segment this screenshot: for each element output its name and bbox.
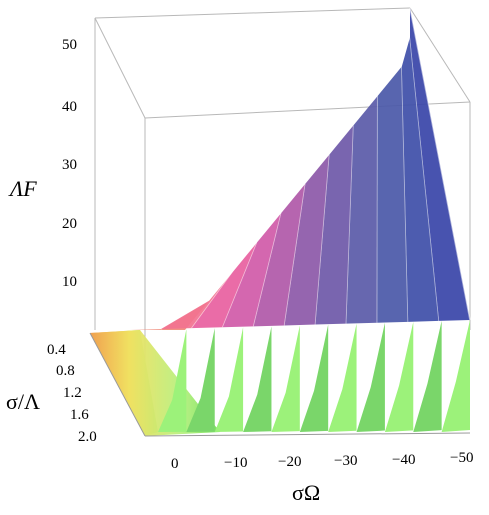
ridge-front: [243, 326, 272, 432]
z-axis: 50 40 30 20 10 ΛF: [8, 37, 77, 290]
ridge-face: [160, 271, 234, 330]
box-frame-front: [89, 332, 471, 437]
ridge-front: [214, 327, 244, 432]
x-tick: −30: [334, 453, 357, 469]
ridge-front: [271, 325, 300, 432]
z-tick: 50: [62, 37, 77, 53]
ridge-crest: [314, 154, 331, 325]
ridge-crest: [252, 212, 283, 327]
ridge-front: [441, 320, 470, 432]
floor-plane-front: [90, 330, 220, 436]
z-axis-label: ΛF: [8, 176, 37, 201]
ridges: [130, 7, 471, 330]
z-tick: 20: [62, 216, 77, 232]
z-tick: 30: [62, 157, 77, 173]
y-tick: 2.0: [78, 429, 97, 445]
z-tick: 40: [62, 99, 77, 115]
x-tick: −20: [278, 454, 301, 470]
x-tick: −10: [224, 455, 247, 471]
ridge-front: [328, 323, 357, 432]
x-tick: −40: [392, 452, 415, 468]
ridge-front: [158, 329, 187, 432]
z-tick: 10: [62, 274, 77, 290]
ridge-crest: [401, 66, 409, 322]
ridge-front: [356, 322, 385, 432]
ridge-face: [253, 183, 306, 327]
ridge-face: [191, 242, 258, 329]
y-tick: 1.6: [70, 407, 89, 423]
ridge-front: [186, 328, 215, 432]
x-tick: −50: [450, 450, 473, 466]
ridge-face: [401, 37, 440, 322]
x-axis-label: σΩ: [292, 480, 320, 505]
ridge-face: [222, 212, 282, 328]
ridge-face: [346, 95, 378, 324]
y-tick: 0.4: [47, 342, 66, 358]
box-frame-back: [94, 7, 471, 430]
y-axis: 0.4 0.8 1.2 1.6 2.0 σ/Λ: [6, 342, 97, 445]
ridge-front-faces: [158, 320, 470, 432]
ridge-crest: [409, 7, 471, 321]
ridge-face: [315, 125, 354, 325]
x-axis: 0 −10 −20 −30 −40 −50 σΩ: [171, 450, 473, 505]
ridge-face: [377, 66, 409, 323]
ridge-front: [384, 321, 414, 432]
ridge-front: [413, 320, 442, 432]
y-tick: 1.2: [63, 385, 82, 401]
y-tick: 0.8: [56, 363, 75, 379]
x-tick: 0: [171, 456, 179, 472]
y-axis-label: σ/Λ: [6, 389, 40, 414]
ridge-front: [299, 324, 329, 432]
